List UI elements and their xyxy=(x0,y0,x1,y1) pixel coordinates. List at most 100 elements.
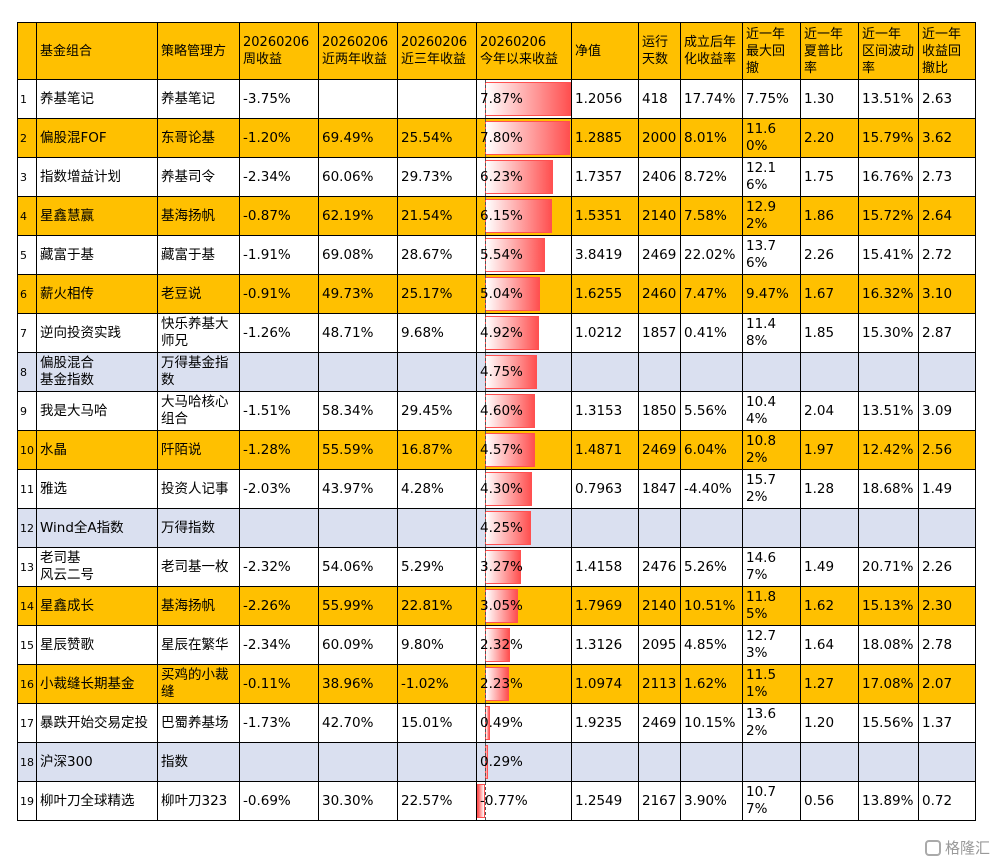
header-cell: 成立后年 化收益率 xyxy=(680,22,743,80)
zero-line xyxy=(485,587,486,625)
cell: 58.34% xyxy=(318,391,398,431)
row-index: 3 xyxy=(17,157,37,197)
row: 8 偏股混合 基金指数 万得基金指数 4.75% xyxy=(17,352,976,392)
cell: 29.45% xyxy=(397,391,477,431)
cell: 1.3153 xyxy=(571,391,639,431)
row: 4 星鑫慧赢 基海扬帆 -0.87% 62.19% 21.54% 6.15% 1.5351 21… xyxy=(17,196,976,236)
cell: 4.28% xyxy=(397,469,477,509)
watermark-text: 格隆汇 xyxy=(944,839,990,857)
cell: 1.75 xyxy=(800,157,859,197)
cell: 指数增益计划 xyxy=(36,157,158,197)
cell xyxy=(680,508,743,548)
cell: 2.20 xyxy=(800,118,859,158)
ytd-cell: 4.75% xyxy=(476,352,572,392)
cell: 1.4871 xyxy=(571,430,639,470)
row: 18 沪深300 指数 0.29% xyxy=(17,742,976,782)
cell: 14.67% xyxy=(742,547,801,587)
cell: 1.2549 xyxy=(571,781,639,821)
cell: 12.16% xyxy=(742,157,801,197)
cell: 5.26% xyxy=(680,547,743,587)
cell: 1.28 xyxy=(800,469,859,509)
cell: 9.68% xyxy=(397,313,477,353)
row: 7 逆向投资实践 快乐养基大师兄 -1.26% 48.71% 9.68% 4.92% 1.02… xyxy=(17,313,976,353)
ytd-cell: 5.54% xyxy=(476,235,572,275)
row: 1 养基笔记 养基笔记 -3.75% 7.87% 1.2056 418 17.74% 7.75%… xyxy=(17,79,976,119)
cell: 60.09% xyxy=(318,625,398,665)
cell xyxy=(638,508,681,548)
header-cell: 基金组合 xyxy=(36,22,158,80)
cell-text: 7.80% xyxy=(480,129,523,146)
header-cell: 近一年 区间波动 率 xyxy=(858,22,919,80)
cell-text: 4.75% xyxy=(480,363,523,380)
cell: 星辰在繁华 xyxy=(157,625,240,665)
cell: 老司基 风云二号 xyxy=(36,547,158,587)
cell: 15.13% xyxy=(858,586,919,626)
cell: 薪火相传 xyxy=(36,274,158,314)
header-row: 基金组合 策略管理方 20260206 周收益 20260206 近两年收益 20260… xyxy=(17,22,976,80)
cell: 星辰赞歌 xyxy=(36,625,158,665)
ytd-cell: 3.27% xyxy=(476,547,572,587)
cell: 1.4158 xyxy=(571,547,639,587)
cell: -0.87% xyxy=(239,196,319,236)
cell: -4.40% xyxy=(680,469,743,509)
cell: 0.41% xyxy=(680,313,743,353)
zero-line xyxy=(485,197,486,235)
cell: 2.63 xyxy=(918,79,976,119)
cell xyxy=(800,742,859,782)
cell-text: 0.49% xyxy=(480,714,523,731)
cell: 暴跌开始交易定投 xyxy=(36,703,158,743)
cell: 2.87 xyxy=(918,313,976,353)
cell-text: 3.05% xyxy=(480,597,523,614)
cell: 22.02% xyxy=(680,235,743,275)
cell xyxy=(680,742,743,782)
cell xyxy=(397,508,477,548)
row-index: 1 xyxy=(17,79,37,119)
cell xyxy=(318,742,398,782)
ytd-cell: 0.49% xyxy=(476,703,572,743)
ytd-cell: 6.23% xyxy=(476,157,572,197)
cell xyxy=(680,352,743,392)
cell xyxy=(318,79,398,119)
cell: 10.44% xyxy=(742,391,801,431)
cell xyxy=(571,742,639,782)
cell: 1857 xyxy=(638,313,681,353)
cell: 69.49% xyxy=(318,118,398,158)
cell: -1.28% xyxy=(239,430,319,470)
cell xyxy=(397,79,477,119)
cell: 巴蜀养基场 xyxy=(157,703,240,743)
cell: 38.96% xyxy=(318,664,398,704)
cell: 25.17% xyxy=(397,274,477,314)
cell: 偏股混FOF xyxy=(36,118,158,158)
cell: 4.85% xyxy=(680,625,743,665)
cell: 2469 xyxy=(638,703,681,743)
cell xyxy=(397,352,477,392)
cell: 1850 xyxy=(638,391,681,431)
data-bar xyxy=(485,277,540,311)
cell: 1.49 xyxy=(918,469,976,509)
cell: 雅选 xyxy=(36,469,158,509)
ytd-cell: 2.32% xyxy=(476,625,572,665)
row-index: 7 xyxy=(17,313,37,353)
cell xyxy=(742,508,801,548)
cell: 1.27 xyxy=(800,664,859,704)
cell: 基海扬帆 xyxy=(157,196,240,236)
cell: 2167 xyxy=(638,781,681,821)
cell: 3.8419 xyxy=(571,235,639,275)
cell: 万得基金指数 xyxy=(157,352,240,392)
cell: 3.90% xyxy=(680,781,743,821)
row-index: 10 xyxy=(17,430,37,470)
row: 14 星鑫成长 基海扬帆 -2.26% 55.99% 22.81% 3.05% 1.7969 2… xyxy=(17,586,976,626)
cell: 2.73 xyxy=(918,157,976,197)
cell: 16.87% xyxy=(397,430,477,470)
data-bar xyxy=(485,82,571,116)
cell: Wind全A指数 xyxy=(36,508,158,548)
cell: 9.80% xyxy=(397,625,477,665)
cell: 49.73% xyxy=(318,274,398,314)
row-index: 2 xyxy=(17,118,37,158)
cell: 2000 xyxy=(638,118,681,158)
cell: 48.71% xyxy=(318,313,398,353)
cell: 5.29% xyxy=(397,547,477,587)
cell: 1.9235 xyxy=(571,703,639,743)
header-cell: 近一年 夏普比 率 xyxy=(800,22,859,80)
cell: 1.7969 xyxy=(571,586,639,626)
